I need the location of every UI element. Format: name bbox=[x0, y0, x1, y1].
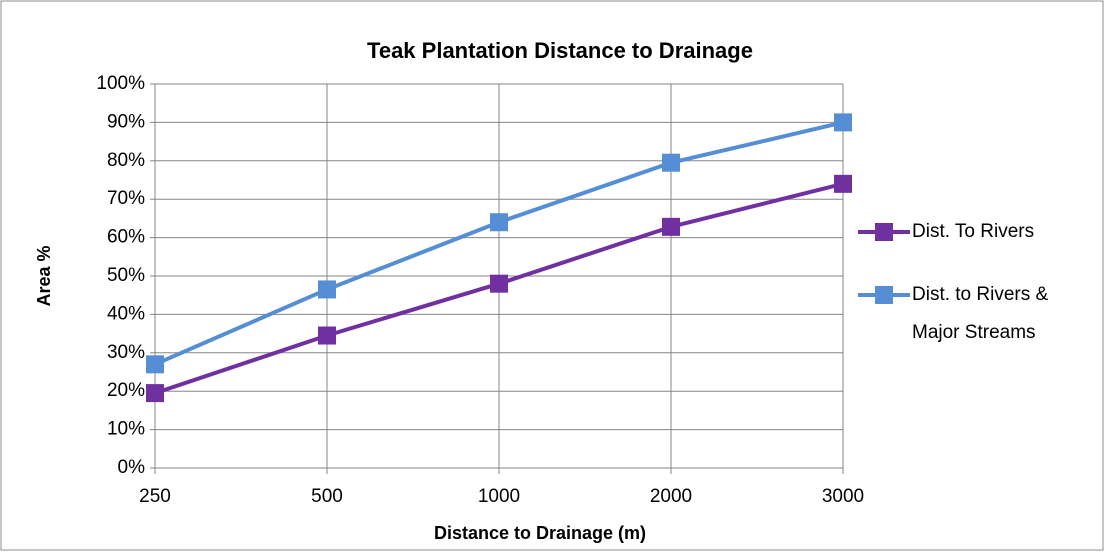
y-tick-label: 20% bbox=[107, 380, 145, 401]
y-tick-label: 90% bbox=[107, 111, 145, 132]
data-marker bbox=[146, 355, 164, 374]
y-tick-label: 60% bbox=[107, 227, 145, 248]
data-marker bbox=[834, 174, 852, 193]
y-tick-label: 100% bbox=[96, 73, 145, 94]
y-tick-label: 0% bbox=[118, 457, 146, 478]
data-marker bbox=[662, 217, 680, 236]
data-marker bbox=[490, 274, 508, 293]
y-axis-label: Area % bbox=[34, 245, 54, 306]
x-axis-label: Distance to Drainage (m) bbox=[434, 523, 646, 543]
data-marker bbox=[146, 384, 164, 403]
chart-title: Teak Plantation Distance to Drainage bbox=[367, 38, 753, 63]
x-tick-label: 1000 bbox=[478, 486, 520, 507]
y-tick-label: 50% bbox=[107, 265, 145, 286]
x-tick-label: 2000 bbox=[650, 486, 692, 507]
y-tick-label: 30% bbox=[107, 342, 145, 363]
x-tick-label: 3000 bbox=[822, 486, 864, 507]
data-marker bbox=[834, 113, 852, 132]
legend-marker bbox=[875, 223, 893, 241]
x-tick-label: 250 bbox=[139, 486, 171, 507]
y-tick-label: 10% bbox=[107, 419, 145, 440]
y-tick-label: 40% bbox=[107, 303, 145, 324]
data-marker bbox=[662, 153, 680, 172]
legend-marker bbox=[875, 286, 893, 304]
y-tick-label: 80% bbox=[107, 150, 145, 171]
legend-label: Dist. to Rivers & Major Streams bbox=[912, 284, 1049, 343]
y-tick-label: 70% bbox=[107, 188, 145, 209]
data-marker bbox=[490, 213, 508, 232]
x-tick-label: 500 bbox=[311, 486, 343, 507]
data-marker bbox=[318, 326, 336, 345]
legend-label: Dist. To Rivers bbox=[912, 221, 1035, 242]
data-marker bbox=[318, 280, 336, 299]
